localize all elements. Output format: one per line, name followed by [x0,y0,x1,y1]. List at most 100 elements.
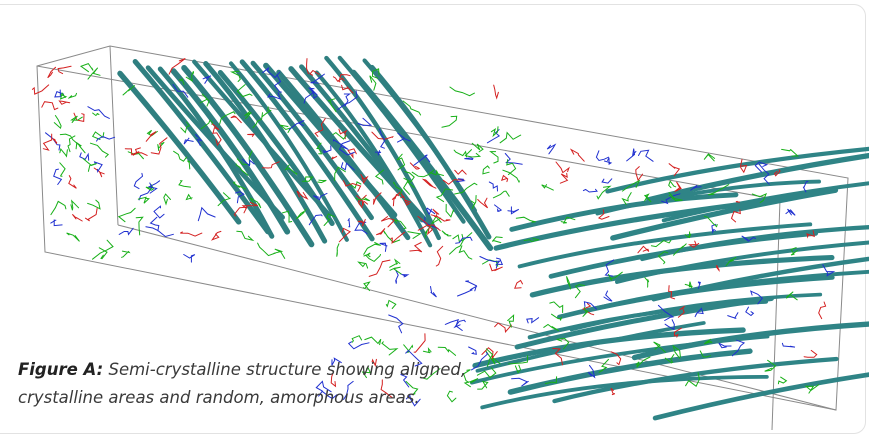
strand [282,210,293,223]
strand [432,208,440,218]
strand [187,160,191,170]
strand [75,141,86,154]
strand [145,131,157,142]
strand [803,349,818,358]
strand [610,187,839,241]
strand [449,86,475,97]
strand [673,327,682,338]
strand [552,356,839,404]
strand [621,192,632,206]
strand [596,185,612,200]
strand [133,172,144,190]
caption-text: Semi-crystalline structure showing align… [108,360,467,379]
strand [303,88,318,104]
strand [445,203,454,218]
strand [430,215,442,225]
strand [422,216,439,229]
strand [644,277,650,288]
strand [363,252,371,258]
strand [389,266,402,275]
strand [203,61,328,244]
strand [317,179,327,184]
strand [295,208,307,220]
strand [668,192,683,202]
strand [308,214,323,226]
strand [785,208,796,216]
strand [603,157,613,165]
strand [332,76,345,82]
strand [492,190,510,199]
strand [369,75,377,91]
strand [393,181,403,195]
strand [150,137,168,155]
caption-line: crystalline areas and random, amorphous … [18,388,420,407]
strand [219,111,236,125]
strand [751,193,768,204]
strand [646,152,869,203]
strand [337,90,358,110]
strand [262,67,281,79]
strand [569,148,585,162]
strand [491,236,503,244]
strand [405,349,423,367]
box-edge [36,45,849,411]
strand [677,305,685,318]
strand [68,92,77,99]
strand [338,140,355,156]
strand [631,321,869,361]
strand [45,132,61,151]
strand [362,281,371,292]
strand [59,148,68,158]
strand [657,251,669,265]
strand [347,218,351,228]
strand [87,67,101,80]
strand [605,146,869,194]
strand [331,357,342,366]
strand [739,158,748,174]
strand [381,341,399,356]
strand [135,216,144,236]
strand [764,359,777,372]
strand [197,206,216,222]
strand [241,201,258,209]
strand [236,84,253,98]
strand [371,68,380,79]
strand [233,206,248,217]
strand [668,163,681,177]
strand [388,314,404,334]
strand [124,148,140,156]
strand [273,248,286,259]
strand [168,58,186,75]
strand [608,271,623,281]
strand [653,341,666,353]
strand [357,218,366,227]
strand [754,161,769,173]
strand [735,200,740,203]
strand [54,89,65,98]
strand [479,256,501,266]
strand [477,380,489,390]
strand [52,138,58,144]
strand [331,155,338,160]
strand [82,158,97,172]
strand [417,215,434,236]
strand [509,192,739,232]
strand [489,151,499,164]
strand [347,341,370,350]
strand [72,213,83,222]
strand [385,299,397,309]
strand [249,197,262,209]
strand [635,166,644,182]
strand [652,372,869,421]
strand [343,380,354,400]
strand [477,197,489,209]
strand [365,254,381,263]
strand [217,69,335,227]
strand [57,65,72,75]
strand [257,242,276,257]
strand [217,192,231,207]
strand [210,230,222,241]
strand [690,184,702,191]
strand [380,379,393,399]
